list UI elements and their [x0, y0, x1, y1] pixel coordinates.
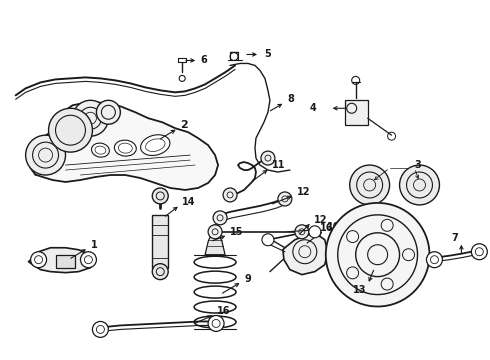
Circle shape	[49, 108, 93, 152]
Circle shape	[93, 321, 108, 337]
Circle shape	[152, 264, 168, 280]
Circle shape	[350, 165, 390, 205]
Circle shape	[213, 211, 227, 225]
Circle shape	[80, 252, 97, 268]
Circle shape	[295, 225, 309, 239]
Polygon shape	[28, 248, 96, 273]
Text: 16: 16	[217, 306, 231, 316]
Text: 2: 2	[180, 120, 188, 130]
Ellipse shape	[114, 140, 136, 156]
Text: 12: 12	[314, 215, 327, 225]
Text: 5: 5	[264, 49, 270, 59]
Circle shape	[309, 226, 321, 238]
Text: 1: 1	[91, 240, 97, 250]
Text: 3: 3	[414, 160, 421, 170]
Text: 14: 14	[182, 197, 196, 207]
Ellipse shape	[95, 146, 106, 154]
Text: 6: 6	[200, 55, 207, 66]
Ellipse shape	[119, 143, 132, 153]
Circle shape	[73, 100, 108, 136]
Text: 11: 11	[272, 160, 285, 170]
Circle shape	[30, 252, 47, 268]
Text: 7: 7	[451, 233, 458, 243]
Circle shape	[261, 151, 275, 165]
Ellipse shape	[146, 139, 165, 152]
Circle shape	[97, 100, 121, 124]
Text: 8: 8	[287, 94, 294, 104]
Circle shape	[208, 315, 224, 332]
Ellipse shape	[141, 135, 170, 156]
Circle shape	[399, 165, 440, 205]
Polygon shape	[205, 225, 225, 255]
Circle shape	[25, 135, 66, 175]
Polygon shape	[345, 100, 368, 125]
Polygon shape	[152, 215, 168, 268]
Text: 12: 12	[297, 187, 310, 197]
Polygon shape	[28, 102, 218, 190]
Circle shape	[278, 192, 292, 206]
Circle shape	[262, 234, 274, 246]
Text: 4: 4	[310, 103, 317, 113]
Text: 10: 10	[327, 222, 340, 232]
Text: 16: 16	[320, 223, 333, 233]
Circle shape	[426, 252, 442, 268]
Text: 13: 13	[353, 284, 367, 294]
Circle shape	[223, 188, 237, 202]
Circle shape	[208, 225, 222, 239]
Text: 9: 9	[244, 274, 251, 284]
Polygon shape	[283, 235, 328, 275]
Text: 15: 15	[230, 227, 244, 237]
Circle shape	[471, 244, 488, 260]
Ellipse shape	[92, 143, 109, 157]
Circle shape	[152, 188, 168, 204]
Polygon shape	[55, 255, 75, 268]
Circle shape	[326, 203, 429, 306]
